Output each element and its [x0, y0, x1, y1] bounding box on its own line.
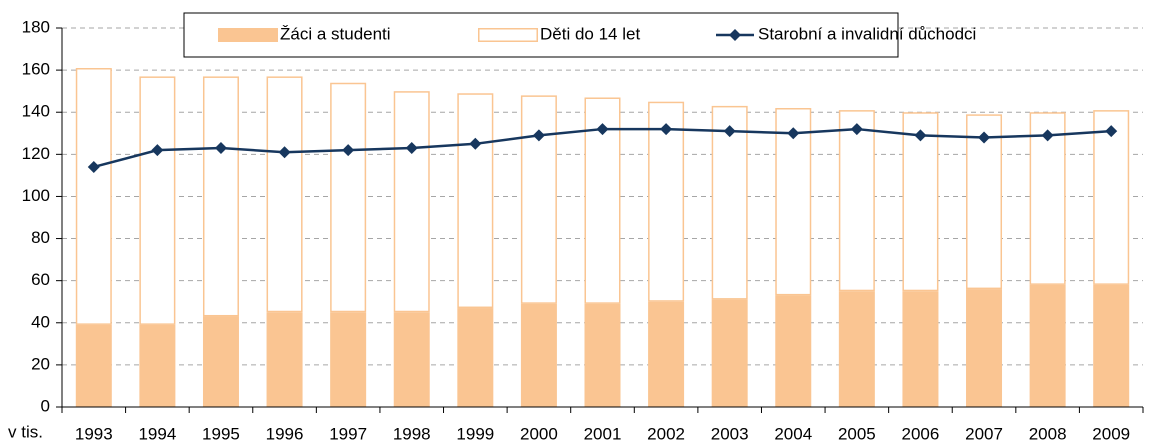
- y-tick-label: 60: [31, 270, 50, 289]
- bar-segment: [838, 110, 875, 292]
- line-marker: [151, 144, 164, 157]
- line-marker: [469, 137, 482, 150]
- line-marker: [278, 146, 291, 159]
- x-tick-label: 1997: [329, 424, 367, 443]
- line-marker: [978, 131, 991, 144]
- x-tick-label: 2003: [711, 424, 749, 443]
- bar-segment: [1029, 284, 1066, 407]
- x-axis-label: v tis.: [8, 422, 43, 441]
- bar-segment: [775, 295, 812, 407]
- y-tick-label: 0: [41, 396, 50, 415]
- bar-segment: [202, 76, 239, 317]
- x-tick-label: 1993: [75, 424, 113, 443]
- bar-segment: [1093, 110, 1130, 285]
- y-tick-label: 120: [22, 144, 50, 163]
- line-marker: [214, 142, 227, 155]
- bar-segment: [1093, 284, 1130, 407]
- bar-segment: [520, 303, 557, 407]
- y-tick-label: 180: [22, 17, 50, 36]
- legend-swatch: [729, 29, 741, 41]
- legend-swatch: [218, 28, 278, 42]
- x-tick-label: 2007: [965, 424, 1003, 443]
- bar-segment: [1029, 112, 1066, 285]
- bar-segment: [902, 112, 939, 292]
- line-marker: [596, 123, 609, 136]
- bar-segment: [139, 76, 176, 325]
- bar-segment: [139, 324, 176, 407]
- line-marker: [1105, 125, 1118, 138]
- bar-segment: [584, 303, 621, 407]
- bar-segment: [520, 95, 557, 304]
- bar-segment: [393, 312, 430, 407]
- x-tick-label: 2009: [1092, 424, 1130, 443]
- bar-segment: [330, 82, 367, 313]
- legend-box: [183, 12, 899, 58]
- bar-segment: [266, 76, 303, 313]
- legend-label: Starobní a invalidní důchodci: [758, 24, 976, 43]
- bar-segment: [775, 108, 812, 296]
- legend-label: Žáci a studenti: [280, 24, 391, 43]
- line-marker: [660, 123, 673, 136]
- legend-swatch: [478, 28, 538, 42]
- bar-segment: [648, 301, 685, 407]
- bar-segment: [711, 299, 748, 407]
- legend-label: Děti do 14 let: [540, 24, 640, 43]
- x-tick-label: 2001: [584, 424, 622, 443]
- line-marker: [87, 160, 100, 173]
- bar-segment: [75, 324, 112, 407]
- x-tick-label: 2000: [520, 424, 558, 443]
- line-marker: [850, 123, 863, 136]
- bar-segment: [393, 91, 430, 313]
- bar-segment: [902, 291, 939, 407]
- x-tick-label: 1994: [138, 424, 176, 443]
- bar-segment: [75, 68, 112, 325]
- bar-segment: [457, 93, 494, 309]
- x-tick-label: 2008: [1029, 424, 1067, 443]
- line-marker: [532, 129, 545, 142]
- x-tick-label: 2004: [774, 424, 812, 443]
- x-tick-label: 2006: [902, 424, 940, 443]
- line-marker: [405, 142, 418, 155]
- line-marker: [723, 125, 736, 138]
- y-tick-label: 20: [31, 354, 50, 373]
- x-tick-label: 2005: [838, 424, 876, 443]
- bar-segment: [648, 101, 685, 302]
- x-tick-label: 1999: [456, 424, 494, 443]
- x-tick-label: 1998: [393, 424, 431, 443]
- bar-segment: [966, 114, 1003, 290]
- y-tick-label: 160: [22, 60, 50, 79]
- line-marker: [342, 144, 355, 157]
- y-tick-label: 40: [31, 312, 50, 331]
- bar-segment: [266, 312, 303, 407]
- bar-segment: [966, 289, 1003, 407]
- x-tick-label: 1995: [202, 424, 240, 443]
- y-tick-label: 80: [31, 228, 50, 247]
- line-marker: [1041, 129, 1054, 142]
- line-marker: [787, 127, 800, 140]
- y-tick-label: 140: [22, 102, 50, 121]
- x-tick-label: 1996: [266, 424, 304, 443]
- bar-segment: [202, 316, 239, 407]
- bar-segment: [457, 308, 494, 407]
- line-marker: [914, 129, 927, 142]
- x-tick-label: 2002: [647, 424, 685, 443]
- bar-segment: [330, 312, 367, 407]
- bar-segment: [711, 105, 748, 300]
- y-tick-label: 100: [22, 186, 50, 205]
- bar-segment: [838, 291, 875, 407]
